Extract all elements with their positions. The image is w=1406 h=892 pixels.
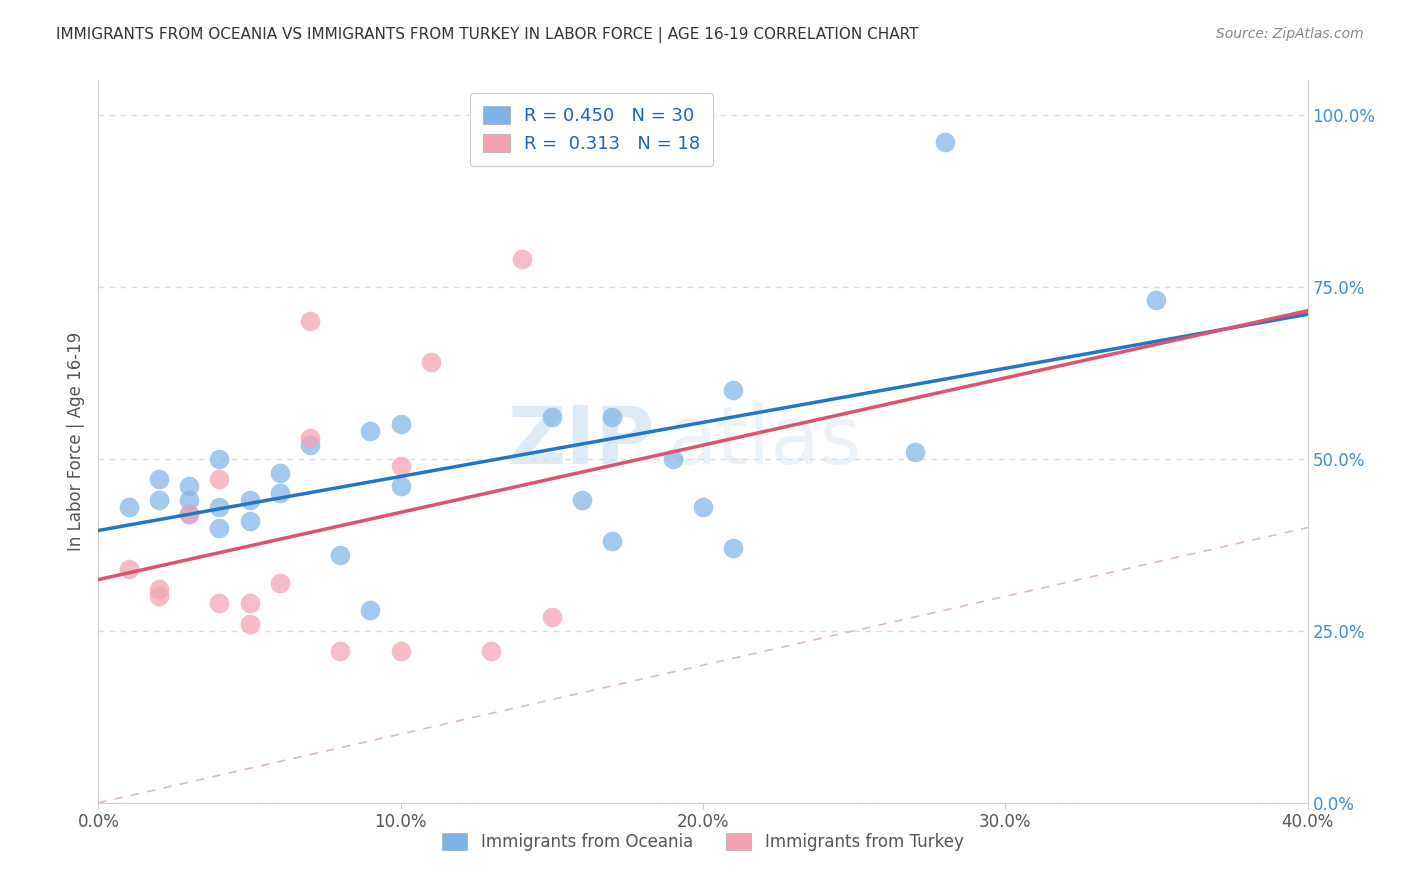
Text: IMMIGRANTS FROM OCEANIA VS IMMIGRANTS FROM TURKEY IN LABOR FORCE | AGE 16-19 COR: IMMIGRANTS FROM OCEANIA VS IMMIGRANTS FR…: [56, 27, 918, 43]
Point: [239, 596, 262, 610]
Point: [239, 514, 262, 528]
Point: [148, 582, 170, 597]
Point: [208, 472, 231, 486]
Point: [148, 472, 170, 486]
Y-axis label: In Labor Force | Age 16-19: In Labor Force | Age 16-19: [66, 332, 84, 551]
Point: [510, 252, 533, 267]
Point: [179, 493, 201, 508]
Point: [602, 410, 624, 425]
Point: [179, 479, 201, 493]
Point: [118, 562, 141, 576]
Point: [360, 424, 382, 438]
Point: [389, 644, 412, 658]
Point: [723, 383, 745, 397]
Point: [360, 603, 382, 617]
Text: Source: ZipAtlas.com: Source: ZipAtlas.com: [1216, 27, 1364, 41]
Point: [179, 507, 201, 521]
Point: [692, 500, 714, 514]
Point: [389, 417, 412, 432]
Text: ZIP: ZIP: [508, 402, 655, 481]
Point: [269, 486, 291, 500]
Point: [904, 445, 927, 459]
Point: [299, 438, 322, 452]
Point: [571, 493, 593, 508]
Point: [329, 644, 352, 658]
Point: [239, 493, 262, 508]
Point: [179, 507, 201, 521]
Point: [299, 431, 322, 445]
Text: atlas: atlas: [666, 402, 860, 481]
Point: [269, 466, 291, 480]
Point: [934, 135, 956, 149]
Point: [661, 451, 683, 466]
Point: [239, 616, 262, 631]
Legend: Immigrants from Oceania, Immigrants from Turkey: Immigrants from Oceania, Immigrants from…: [434, 825, 972, 860]
Point: [723, 541, 745, 556]
Point: [208, 500, 231, 514]
Point: [602, 534, 624, 549]
Point: [540, 610, 562, 624]
Point: [208, 596, 231, 610]
Point: [208, 451, 231, 466]
Point: [148, 590, 170, 604]
Point: [481, 644, 503, 658]
Point: [389, 479, 412, 493]
Point: [389, 458, 412, 473]
Point: [1144, 293, 1167, 308]
Point: [329, 548, 352, 562]
Point: [540, 410, 562, 425]
Point: [299, 314, 322, 328]
Point: [208, 520, 231, 534]
Point: [420, 355, 443, 369]
Point: [118, 500, 141, 514]
Point: [148, 493, 170, 508]
Point: [269, 575, 291, 590]
